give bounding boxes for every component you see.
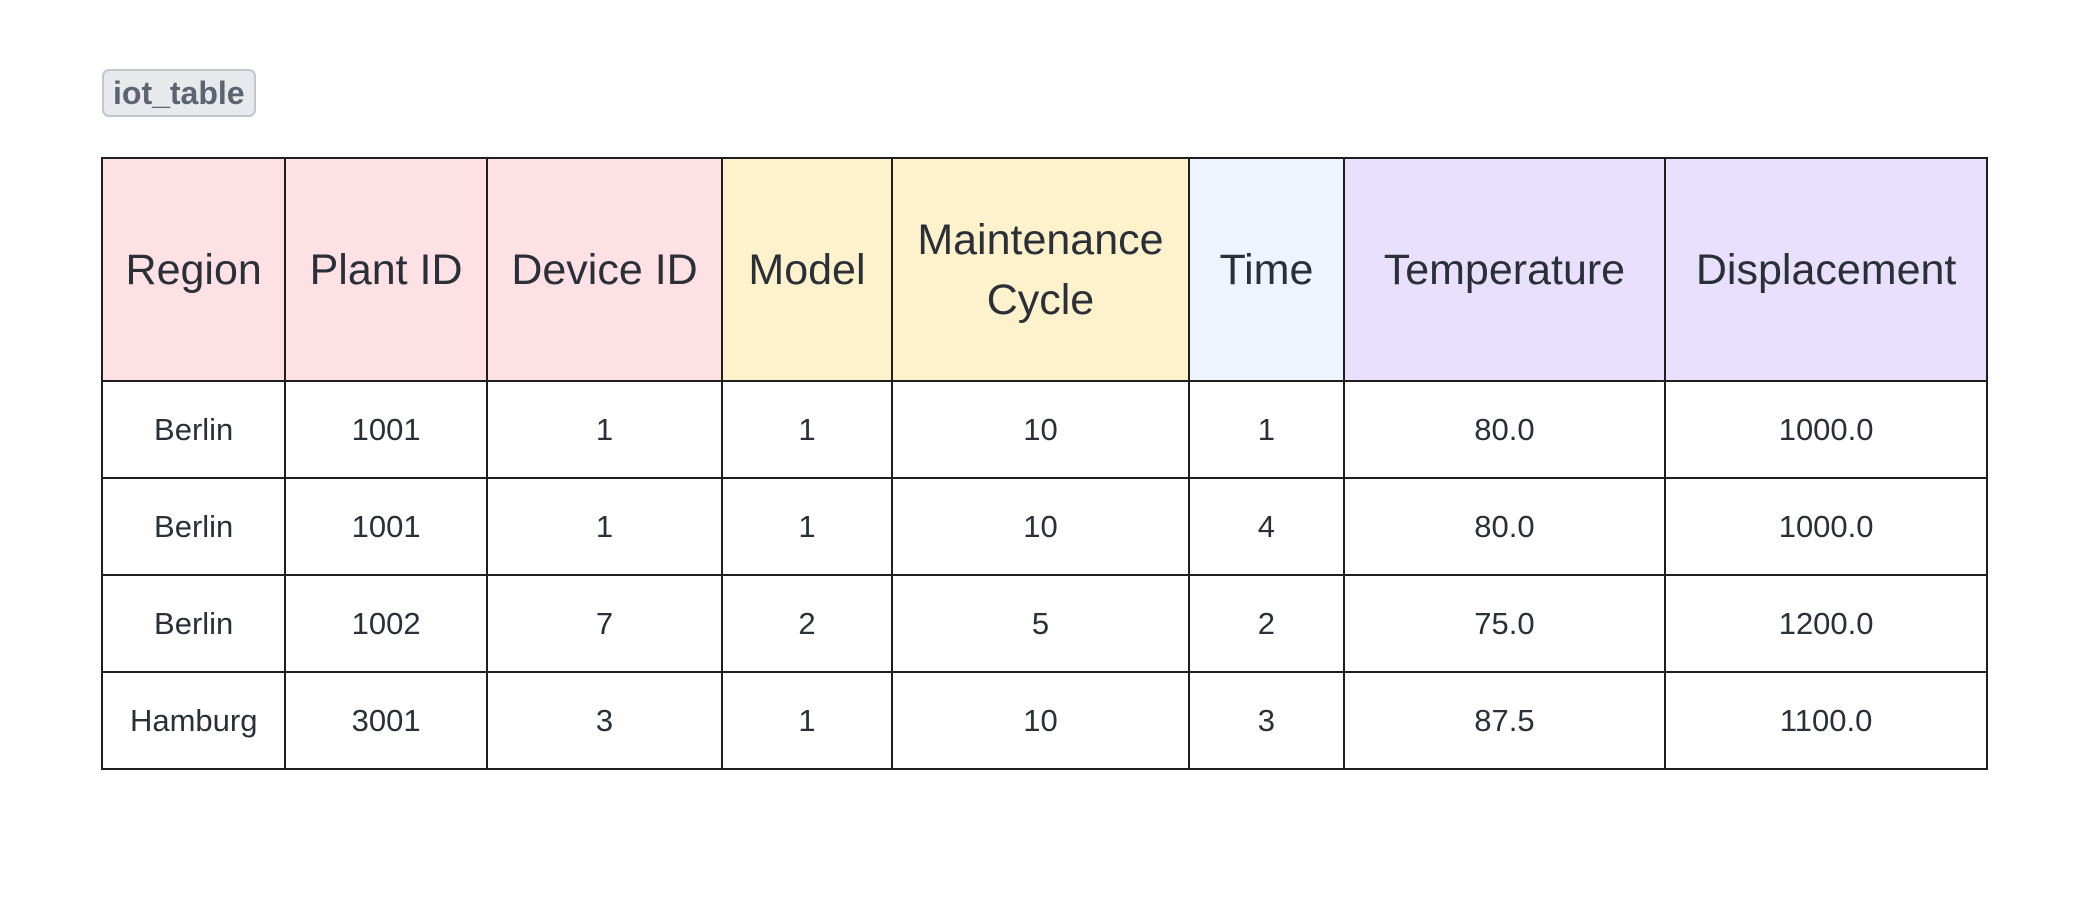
- table-row: Berlin 1001 1 1 10 1 80.0 1000.0: [100, 380, 1988, 479]
- cell-time: 4: [1188, 477, 1345, 576]
- cell-maintenance-cycle: 5: [890, 574, 1191, 673]
- cell-model: 1: [721, 380, 893, 479]
- cell-time: 1: [1188, 380, 1345, 479]
- cell-temperature: 87.5: [1342, 671, 1667, 770]
- cell-time: 3: [1188, 671, 1345, 770]
- table-row: Berlin 1002 7 2 5 2 75.0 1200.0: [100, 574, 1988, 673]
- cell-region: Berlin: [100, 380, 287, 479]
- header-row: Region Plant ID Device ID Model Maintena…: [100, 157, 1988, 382]
- column-header-region: Region: [100, 157, 287, 382]
- column-header-device-id: Device ID: [485, 157, 724, 382]
- cell-device-id: 1: [485, 477, 724, 576]
- column-header-maintenance-cycle: Maintenance Cycle: [890, 157, 1191, 382]
- cell-displacement: 1100.0: [1664, 671, 1988, 770]
- cell-model: 2: [721, 574, 893, 673]
- cell-temperature: 80.0: [1342, 380, 1667, 479]
- cell-maintenance-cycle: 10: [890, 477, 1191, 576]
- cell-region: Berlin: [100, 574, 287, 673]
- table-row: Berlin 1001 1 1 10 4 80.0 1000.0: [100, 477, 1988, 576]
- column-header-time: Time: [1188, 157, 1345, 382]
- cell-plant-id: 1002: [284, 574, 488, 673]
- cell-model: 1: [721, 671, 893, 770]
- table-name-badge: iot_table: [102, 69, 256, 117]
- cell-plant-id: 1001: [284, 477, 488, 576]
- cell-time: 2: [1188, 574, 1345, 673]
- cell-model: 1: [721, 477, 893, 576]
- cell-plant-id: 1001: [284, 380, 488, 479]
- column-header-plant-id: Plant ID: [284, 157, 488, 382]
- cell-displacement: 1000.0: [1664, 380, 1988, 479]
- cell-maintenance-cycle: 10: [890, 380, 1191, 479]
- cell-plant-id: 3001: [284, 671, 488, 770]
- iot-table: Region Plant ID Device ID Model Maintena…: [100, 157, 1988, 770]
- column-header-temperature: Temperature: [1342, 157, 1667, 382]
- cell-region: Hamburg: [100, 671, 287, 770]
- cell-device-id: 3: [485, 671, 724, 770]
- cell-region: Berlin: [100, 477, 287, 576]
- cell-displacement: 1000.0: [1664, 477, 1988, 576]
- table-row: Hamburg 3001 3 1 10 3 87.5 1100.0: [100, 671, 1988, 770]
- cell-device-id: 7: [485, 574, 724, 673]
- column-header-model: Model: [721, 157, 893, 382]
- cell-temperature: 80.0: [1342, 477, 1667, 576]
- cell-displacement: 1200.0: [1664, 574, 1988, 673]
- cell-temperature: 75.0: [1342, 574, 1667, 673]
- column-header-displacement: Displacement: [1664, 157, 1988, 382]
- cell-device-id: 1: [485, 380, 724, 479]
- cell-maintenance-cycle: 10: [890, 671, 1191, 770]
